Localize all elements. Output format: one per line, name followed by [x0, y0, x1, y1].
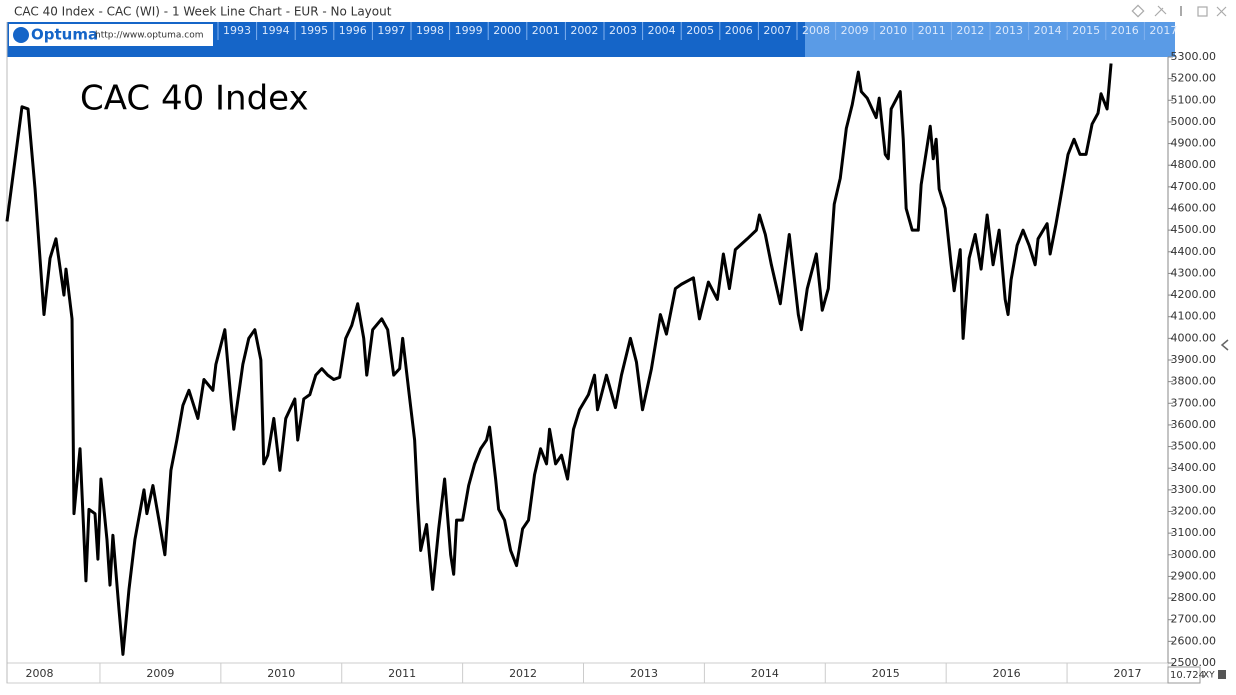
y-tick-label: 4200.00	[1171, 288, 1217, 301]
zoom-value: 10.724	[1170, 670, 1205, 681]
navigator-year: 1996	[339, 24, 367, 37]
y-axis-panel	[1168, 57, 1236, 663]
y-tick-label: 3200.00	[1171, 505, 1217, 518]
navigator-year: 2015	[1072, 24, 1100, 37]
icon-diamond[interactable]	[1131, 4, 1145, 18]
logo-text: Optuma	[31, 26, 98, 44]
logo-url: http://www.optuma.com	[95, 31, 204, 41]
y-tick-label: 4600.00	[1171, 202, 1217, 215]
logo-mark	[13, 27, 29, 43]
navigator-year: 1995	[300, 24, 328, 37]
y-tick-label: 3400.00	[1171, 461, 1217, 474]
y-tick-label: 3000.00	[1171, 548, 1217, 561]
y-tick-label: 4300.00	[1171, 266, 1217, 279]
chart-title: CAC 40 Index	[80, 79, 309, 119]
navigator-year: 1994	[262, 24, 290, 37]
x-tick-label: 2012	[509, 667, 537, 680]
navigator-year: 2006	[725, 24, 753, 37]
navigator-year: 2004	[648, 24, 676, 37]
navigator-year: 1998	[416, 24, 444, 37]
y-tick-label: 3800.00	[1171, 375, 1217, 388]
y-tick-label: 4000.00	[1171, 331, 1217, 344]
navigator-year: 1993	[223, 24, 251, 37]
y-tick-label: 4800.00	[1171, 158, 1217, 171]
icon-restore[interactable]	[1197, 6, 1208, 17]
collapse-arrow[interactable]	[1220, 339, 1229, 351]
y-tick-label: 3700.00	[1171, 396, 1217, 409]
navigator-year: 2009	[841, 24, 869, 37]
window-title: CAC 40 Index - CAC (WI) - 1 Week Line Ch…	[14, 5, 392, 19]
navigator-year: 2003	[609, 24, 637, 37]
navigator-year: 2013	[995, 24, 1023, 37]
y-tick-label: 2500.00	[1171, 656, 1217, 669]
navigator-year: 1997	[377, 24, 405, 37]
y-tick-label: 3900.00	[1171, 353, 1217, 366]
navigator-year: 2001	[532, 24, 560, 37]
y-tick-label: 2700.00	[1171, 613, 1217, 626]
navigator-year: 2007	[763, 24, 791, 37]
y-tick-label: 4700.00	[1171, 180, 1217, 193]
navigator-year: 1999	[455, 24, 483, 37]
y-tick-label: 5000.00	[1171, 115, 1217, 128]
x-tick-label: 2017	[1114, 667, 1142, 680]
x-tick-label: 2010	[267, 667, 295, 680]
navigator-year: 2002	[570, 24, 598, 37]
x-tick-label: 2014	[751, 667, 779, 680]
navigator-year: 2017	[1149, 24, 1177, 37]
y-tick-label: 2800.00	[1171, 591, 1217, 604]
navigator-year: 2005	[686, 24, 714, 37]
icon-close[interactable]	[1216, 6, 1227, 17]
mode-icon[interactable]	[1218, 670, 1226, 679]
y-tick-label: 2600.00	[1171, 634, 1217, 647]
x-tick-label: 2008	[26, 667, 54, 680]
navigator-years: 1993 1994 1995 1996 1997 1998 1999 2000 2001 2002…	[217, 22, 1177, 40]
y-tick-label: 3600.00	[1171, 418, 1217, 431]
y-tick-label: 5200.00	[1171, 72, 1217, 85]
navigator-year: 2016	[1111, 24, 1139, 37]
navigator-year: 2011	[918, 24, 946, 37]
x-tick-label: 2011	[388, 667, 416, 680]
x-tick-label: 2016	[993, 667, 1021, 680]
y-tick-label: 5300.00	[1171, 50, 1217, 63]
navigator-year: 2014	[1034, 24, 1062, 37]
icon-pin[interactable]	[1154, 5, 1167, 17]
zoom-box[interactable]	[1167, 666, 1201, 684]
price-line	[5, 63, 1113, 656]
navigator-year: 2000	[493, 24, 521, 37]
logo-box	[9, 24, 213, 46]
navigator-year: 2010	[879, 24, 907, 37]
y-tick-label: 3500.00	[1171, 440, 1217, 453]
y-tick-label: 4100.00	[1171, 310, 1217, 323]
x-tick-label: 2015	[872, 667, 900, 680]
mode-label[interactable]: XY	[1203, 671, 1215, 681]
y-tick-label: 3100.00	[1171, 526, 1217, 539]
window-icons	[1131, 4, 1227, 18]
y-tick-label: 4900.00	[1171, 137, 1217, 150]
y-tick-label: 3300.00	[1171, 483, 1217, 496]
y-tick-label: 4500.00	[1171, 223, 1217, 236]
navigator-year: 2008	[802, 24, 830, 37]
navigator-year: 2012	[956, 24, 984, 37]
y-tick-label: 4400.00	[1171, 245, 1217, 258]
x-tick-label: 2013	[630, 667, 658, 680]
x-tick-label: 2009	[146, 667, 174, 680]
y-tick-label: 5100.00	[1171, 93, 1217, 106]
y-tick-label: 2900.00	[1171, 569, 1217, 582]
